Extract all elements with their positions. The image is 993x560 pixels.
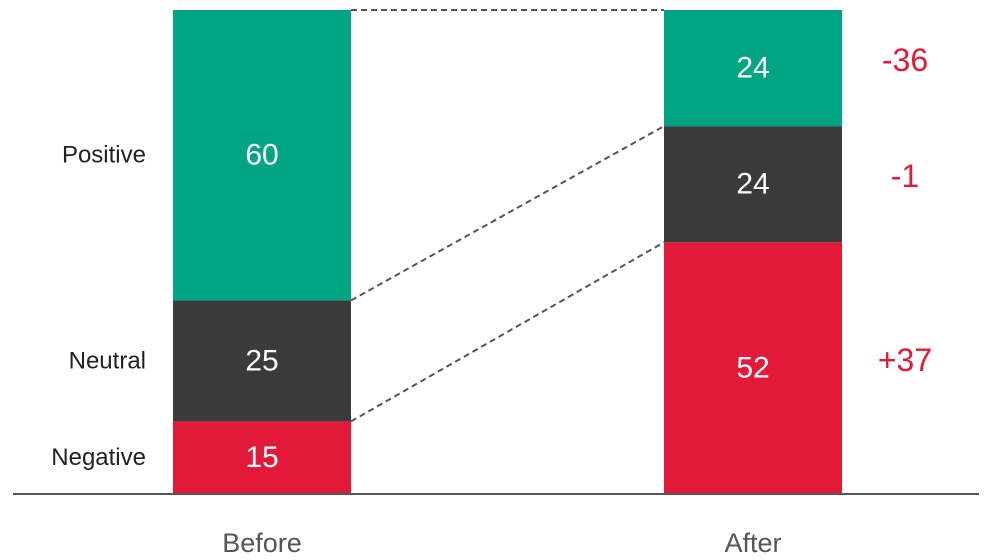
connector-lines	[350, 9, 665, 423]
change-label-neutral: -1	[891, 158, 919, 194]
bar-label-before-positive: 60	[245, 139, 278, 172]
bar-after-positive	[664, 10, 842, 127]
bars	[173, 10, 842, 494]
connector-neutral	[350, 125, 665, 302]
bar-label-after-negative: 52	[736, 352, 769, 385]
bar-label-after-positive: 24	[736, 52, 769, 85]
bar-label-before-neutral: 25	[245, 344, 278, 377]
bar-before-neutral	[173, 300, 351, 422]
bar-after-neutral	[664, 126, 842, 243]
series-label-positive: Positive	[62, 142, 146, 169]
bar-before-negative	[173, 421, 351, 494]
bar-before-positive	[173, 10, 351, 301]
bar-after-negative	[664, 242, 842, 494]
x-label-before: Before	[222, 528, 302, 558]
change-label-negative: +37	[878, 342, 932, 378]
bar-value-labels: 15 25 60 52 24 24	[245, 52, 769, 475]
bar-label-after-neutral: 24	[736, 168, 769, 201]
series-label-neutral: Neutral	[69, 347, 146, 374]
series-labels: Negative Neutral Positive	[51, 142, 146, 472]
x-axis-labels: Before After	[222, 528, 781, 558]
connector-negative	[350, 241, 665, 423]
change-labels: +37 -1 -36	[878, 42, 932, 378]
series-label-negative: Negative	[51, 444, 146, 471]
bar-label-before-negative: 15	[245, 441, 278, 474]
change-label-positive: -36	[882, 42, 928, 78]
x-label-after: After	[724, 528, 781, 558]
